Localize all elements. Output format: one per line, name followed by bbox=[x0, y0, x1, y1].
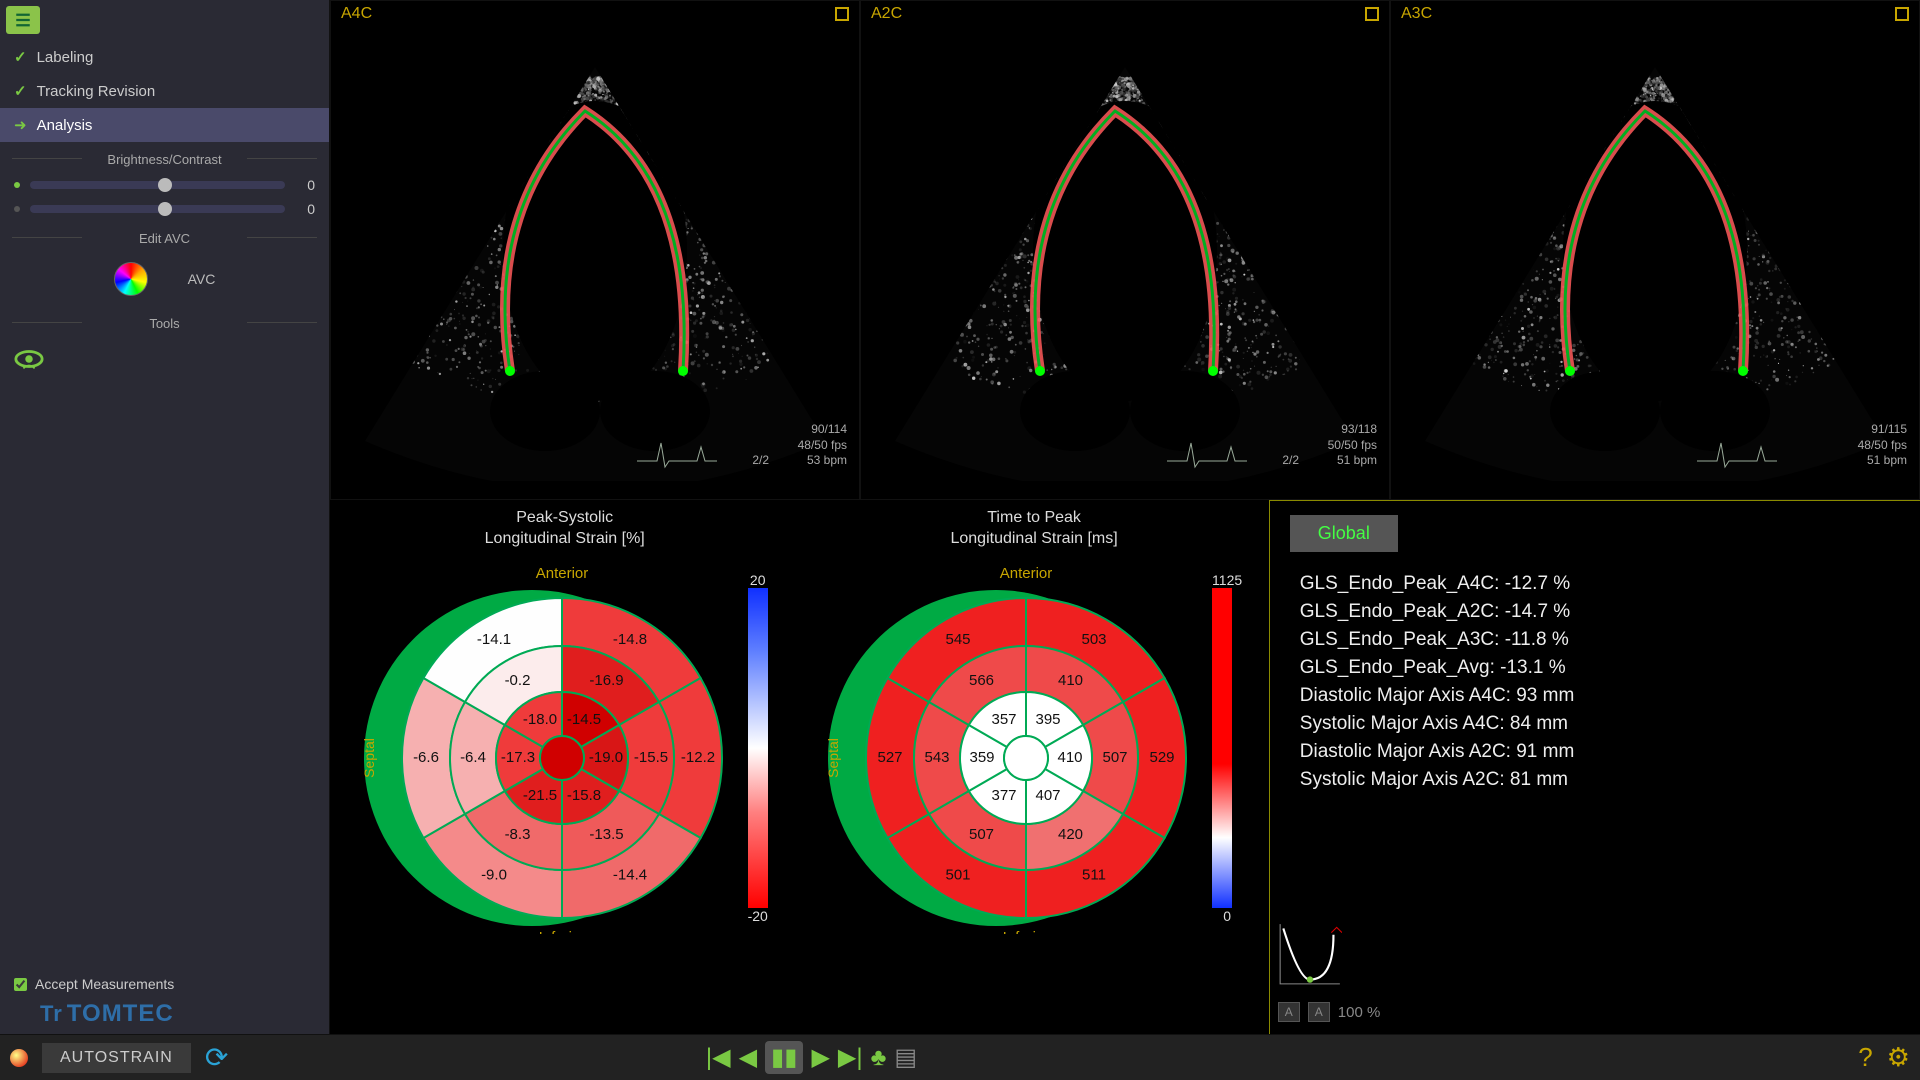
next-frame-icon[interactable]: ▶ bbox=[811, 1043, 829, 1072]
ecg-trace bbox=[637, 437, 717, 471]
metric-line: Systolic Major Axis A4C: 84 mm bbox=[1290, 710, 1900, 738]
ecg-trace bbox=[1697, 437, 1777, 471]
avc-button[interactable]: AVC bbox=[188, 271, 216, 287]
metric-line: Diastolic Major Axis A2C: 91 mm bbox=[1290, 738, 1900, 766]
visibility-tool[interactable] bbox=[0, 337, 329, 384]
stop-icon[interactable] bbox=[835, 7, 849, 21]
brand-logo: TrTOMTEC bbox=[0, 1000, 329, 1034]
avc-section: Edit AVC bbox=[0, 221, 329, 252]
help-icon[interactable]: ? bbox=[1858, 1042, 1872, 1073]
color-wheel-icon[interactable] bbox=[114, 262, 148, 296]
stop-icon[interactable] bbox=[1895, 7, 1909, 21]
metric-line: GLS_Endo_Peak_A2C: -14.7 % bbox=[1290, 598, 1900, 626]
refresh-icon[interactable]: ⟳ bbox=[205, 1041, 228, 1074]
main-area: A4C 2/2 90/11448/50 fps53 bpm A2C bbox=[330, 0, 1920, 1034]
zoom-a1-button[interactable]: A bbox=[1278, 1002, 1300, 1022]
bottom-bar: AUTOSTRAIN ⟳ |◀ ◀ ▮▮ ▶ ▶| ♣ ▤ ? ⚙ bbox=[0, 1034, 1920, 1080]
strain-bullseye-panel: Peak-SystolicLongitudinal Strain [%] -14… bbox=[330, 500, 799, 1034]
time-bullseye[interactable]: 5035295115015275454105074205075435663954… bbox=[826, 562, 1198, 934]
zoom-a2-button[interactable]: A bbox=[1308, 1002, 1330, 1022]
settings-icon[interactable]: ⚙ bbox=[1887, 1042, 1910, 1073]
global-tab[interactable]: Global bbox=[1290, 515, 1398, 552]
step-tracking-revision[interactable]: Tracking Revision bbox=[0, 74, 329, 108]
step-analysis[interactable]: Analysis bbox=[0, 108, 329, 142]
metric-line: GLS_Endo_Peak_Avg: -13.1 % bbox=[1290, 654, 1900, 682]
view-a2c[interactable]: A2C 2/2 93/11850/50 fps51 bpm bbox=[860, 0, 1390, 500]
brightness-section: Brightness/Contrast bbox=[0, 142, 329, 173]
strain-curve-icon[interactable] bbox=[1278, 922, 1342, 986]
view-a3c[interactable]: A3C 91/11548/50 fps51 bpm bbox=[1390, 0, 1920, 500]
view-title: A3C bbox=[1401, 5, 1432, 23]
accept-measurements-checkbox[interactable] bbox=[14, 978, 27, 991]
menu-icon[interactable] bbox=[6, 6, 40, 34]
sidebar: LabelingTracking RevisionAnalysis Bright… bbox=[0, 0, 330, 1034]
autostrain-button[interactable]: AUTOSTRAIN bbox=[42, 1043, 191, 1073]
step-labeling[interactable]: Labeling bbox=[0, 40, 329, 74]
time-bullseye-panel: Time to PeakLongitudinal Strain [ms] 503… bbox=[799, 500, 1268, 1034]
results-panel: Global GLS_Endo_Peak_A4C: -12.7 %GLS_End… bbox=[1269, 500, 1920, 1034]
first-frame-icon[interactable]: |◀ bbox=[706, 1043, 731, 1072]
metric-line: GLS_Endo_Peak_A4C: -12.7 % bbox=[1290, 570, 1900, 598]
last-frame-icon[interactable]: ▶| bbox=[838, 1043, 863, 1072]
zoom-level: 100 % bbox=[1338, 1004, 1381, 1021]
brightness-slider[interactable]: 0 bbox=[0, 173, 329, 197]
view-title: A4C bbox=[341, 5, 372, 23]
metric-line: Systolic Major Axis A2C: 81 mm bbox=[1290, 766, 1900, 794]
layout-icon[interactable]: ▤ bbox=[894, 1043, 917, 1072]
play-pause-icon[interactable]: ▮▮ bbox=[765, 1041, 803, 1074]
playback-controls: |◀ ◀ ▮▮ ▶ ▶| ♣ ▤ bbox=[706, 1041, 917, 1074]
view-a4c[interactable]: A4C 2/2 90/11448/50 fps53 bpm bbox=[330, 0, 860, 500]
record-icon[interactable] bbox=[10, 1049, 28, 1067]
accept-measurements-label: Accept Measurements bbox=[35, 976, 174, 992]
tools-section: Tools bbox=[0, 306, 329, 337]
metric-line: Diastolic Major Axis A4C: 93 mm bbox=[1290, 682, 1900, 710]
prev-frame-icon[interactable]: ◀ bbox=[739, 1043, 757, 1072]
view-title: A2C bbox=[871, 5, 902, 23]
strain-bullseye[interactable]: -14.8-12.2-14.4-9.0-6.6-14.1-16.9-15.5-1… bbox=[362, 562, 734, 934]
ecg-trace bbox=[1167, 437, 1247, 471]
metric-line: GLS_Endo_Peak_A3C: -11.8 % bbox=[1290, 626, 1900, 654]
loop-icon[interactable]: ♣ bbox=[871, 1044, 887, 1072]
contrast-slider[interactable]: 0 bbox=[0, 197, 329, 221]
stop-icon[interactable] bbox=[1365, 7, 1379, 21]
